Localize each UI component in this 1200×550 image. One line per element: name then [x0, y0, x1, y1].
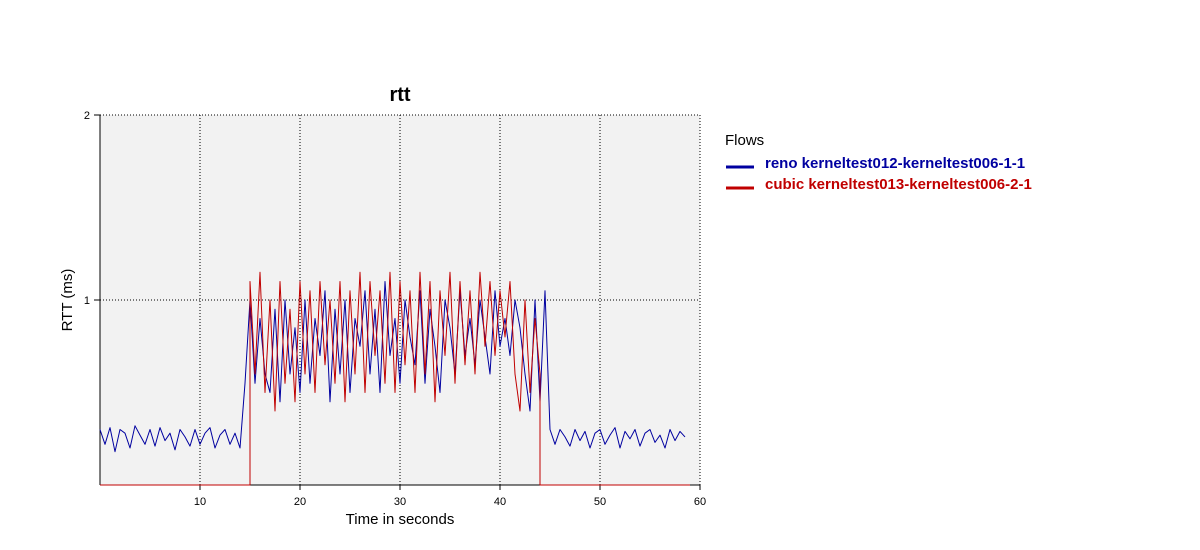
series-line-cubic [100, 271, 690, 486]
grid [100, 114, 701, 485]
x-tick-label: 40 [494, 496, 506, 508]
chart-title: rtt [389, 84, 410, 106]
legend-entry-label: reno kerneltest012-kerneltest006-1-1 [765, 155, 1025, 172]
y-axis-label: RTT (ms) [59, 269, 76, 332]
x-tick-label: 50 [594, 496, 606, 508]
legend-entry-label: cubic kerneltest013-kerneltest006-2-1 [765, 176, 1032, 193]
y-tick-label: 2 [84, 110, 90, 122]
x-tick-label: 10 [194, 496, 206, 508]
y-tick-label: 1 [84, 295, 90, 307]
x-axis-label: Time in seconds [346, 511, 455, 528]
x-tick-label: 30 [394, 496, 406, 508]
tick-labels: 10 20 30 40 50 60 1 2 [84, 110, 706, 508]
series-lines [99, 271, 690, 486]
legend: Flows reno kerneltest012-kerneltest006-1… [725, 132, 1032, 193]
legend-title: Flows [725, 132, 764, 149]
x-tick-label: 60 [694, 496, 706, 508]
x-tick-label: 20 [294, 496, 306, 508]
